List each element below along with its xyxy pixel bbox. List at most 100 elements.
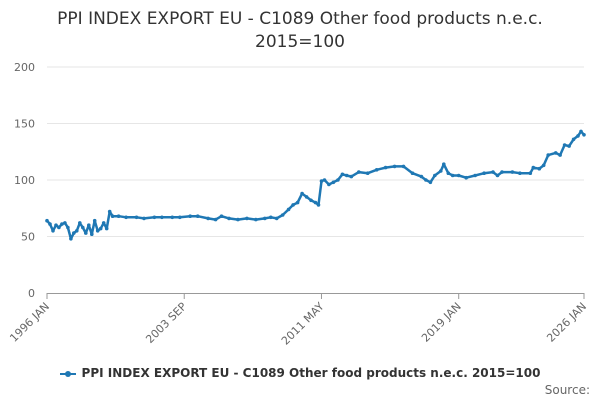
data-point bbox=[142, 216, 146, 221]
data-point bbox=[263, 216, 267, 221]
data-point bbox=[446, 171, 451, 175]
data-point bbox=[213, 217, 218, 222]
chart-title-line-2: 2015=100 bbox=[255, 32, 345, 52]
data-point bbox=[345, 173, 349, 178]
data-point bbox=[327, 182, 331, 187]
data-point bbox=[78, 221, 82, 225]
data-point bbox=[531, 165, 536, 170]
data-point bbox=[188, 214, 192, 218]
data-point bbox=[75, 229, 79, 233]
data-point bbox=[54, 223, 58, 227]
x-tick-label: 2003 SEP bbox=[143, 300, 189, 346]
data-point bbox=[424, 178, 428, 182]
data-point bbox=[571, 137, 576, 142]
data-point bbox=[110, 214, 115, 218]
data-point bbox=[374, 168, 379, 172]
data-point bbox=[340, 172, 345, 177]
data-point bbox=[63, 221, 67, 225]
data-point bbox=[482, 171, 486, 175]
data-point bbox=[401, 164, 406, 169]
data-point bbox=[313, 200, 318, 205]
data-point bbox=[383, 165, 388, 170]
data-point bbox=[95, 229, 100, 233]
data-point bbox=[92, 218, 97, 223]
legend-series-marker bbox=[59, 370, 76, 377]
data-point bbox=[280, 213, 285, 217]
data-point bbox=[178, 215, 182, 220]
data-point bbox=[319, 179, 324, 183]
data-point bbox=[336, 178, 340, 182]
data-point bbox=[410, 171, 415, 175]
data-point bbox=[419, 174, 424, 179]
data-point bbox=[90, 232, 94, 236]
legend-series-label: PPI INDEX EXPORT EU - C1089 Other food p… bbox=[81, 366, 541, 380]
chart-title-line-1: PPI INDEX EXPORT EU - C1089 Other food p… bbox=[57, 9, 543, 29]
data-point bbox=[60, 222, 64, 226]
data-point bbox=[300, 191, 304, 196]
chart-title: PPI INDEX EXPORT EU - C1089 Other food p… bbox=[0, 8, 600, 54]
data-point bbox=[304, 195, 309, 199]
data-point bbox=[51, 229, 55, 233]
data-point bbox=[558, 153, 562, 157]
data-point bbox=[464, 175, 469, 180]
legend[interactable]: PPI INDEX EXPORT EU - C1089 Other food p… bbox=[0, 366, 600, 380]
data-point bbox=[69, 237, 73, 241]
data-point bbox=[567, 144, 571, 148]
data-point bbox=[66, 225, 70, 230]
data-point bbox=[107, 209, 112, 214]
data-point bbox=[510, 170, 515, 174]
series-line bbox=[46, 130, 585, 241]
data-point bbox=[316, 203, 321, 207]
data-point bbox=[116, 214, 121, 218]
data-point bbox=[195, 214, 200, 218]
data-point bbox=[152, 215, 157, 220]
data-point bbox=[428, 180, 433, 185]
data-point bbox=[274, 216, 279, 221]
data-point bbox=[236, 217, 240, 222]
data-point bbox=[219, 214, 224, 218]
data-point bbox=[357, 170, 361, 174]
data-point bbox=[206, 216, 210, 221]
data-point bbox=[291, 203, 295, 207]
data-point bbox=[450, 173, 455, 178]
data-point bbox=[269, 215, 273, 220]
data-point bbox=[87, 223, 91, 227]
data-point bbox=[392, 164, 397, 169]
data-point bbox=[582, 133, 586, 137]
data-point bbox=[331, 180, 336, 185]
data-point bbox=[442, 162, 446, 166]
y-tick-label: 0 bbox=[28, 287, 35, 300]
x-tick-label: 2011 MAY bbox=[279, 300, 327, 348]
data-point bbox=[562, 143, 567, 147]
data-point bbox=[456, 173, 461, 178]
data-point bbox=[170, 215, 175, 220]
x-tick-label: 2026 JAN bbox=[544, 300, 589, 345]
data-point bbox=[439, 169, 443, 173]
data-point bbox=[491, 170, 495, 174]
data-point bbox=[309, 198, 313, 203]
data-point bbox=[495, 173, 500, 178]
data-point bbox=[295, 200, 300, 205]
data-point bbox=[365, 171, 370, 175]
data-point bbox=[518, 171, 522, 175]
data-point bbox=[98, 226, 103, 231]
y-tick-label: 50 bbox=[21, 231, 35, 244]
data-point bbox=[553, 151, 558, 155]
data-point bbox=[473, 173, 477, 178]
data-point bbox=[134, 215, 139, 220]
data-point bbox=[579, 129, 583, 134]
data-point bbox=[48, 222, 52, 226]
data-point bbox=[322, 178, 327, 182]
source-label: Source: bbox=[544, 383, 590, 397]
data-point bbox=[500, 170, 504, 174]
data-point bbox=[45, 218, 49, 223]
data-point bbox=[104, 226, 109, 231]
data-point bbox=[433, 173, 437, 178]
y-tick-label: 200 bbox=[14, 61, 35, 74]
data-point bbox=[349, 174, 354, 179]
data-point bbox=[576, 134, 580, 138]
data-point bbox=[227, 216, 231, 221]
data-point bbox=[57, 225, 61, 230]
data-point bbox=[541, 163, 546, 168]
